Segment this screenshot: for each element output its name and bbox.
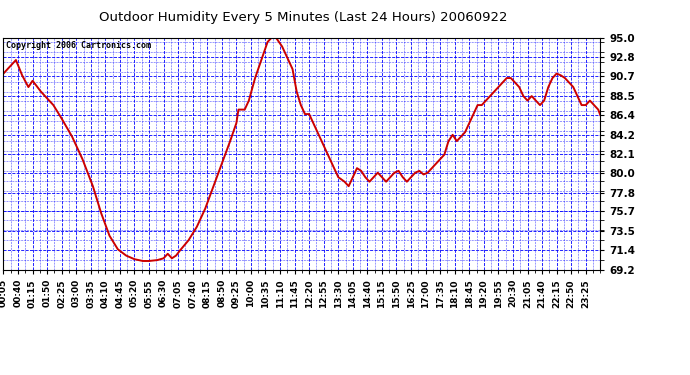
Text: Outdoor Humidity Every 5 Minutes (Last 24 Hours) 20060922: Outdoor Humidity Every 5 Minutes (Last 2…	[99, 11, 508, 24]
Text: Copyright 2006 Cartronics.com: Copyright 2006 Cartronics.com	[6, 41, 151, 50]
